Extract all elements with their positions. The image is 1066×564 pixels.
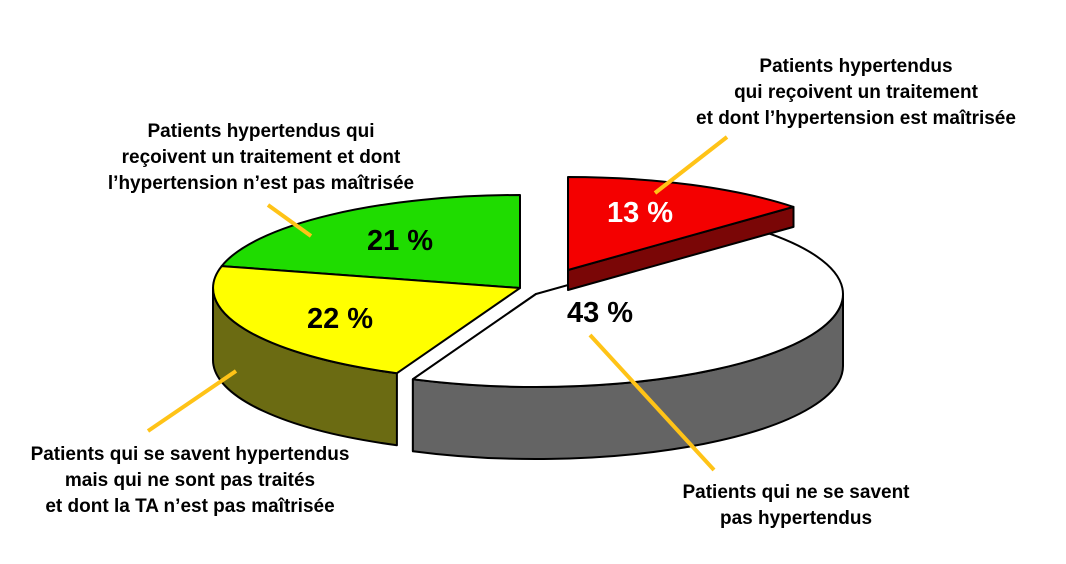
callout-treated-uncontrolled: Patients hypertendus qui reçoivent un tr… [68, 119, 454, 197]
callout-line: reçoivent un traitement et dont [121, 147, 401, 168]
callout-treated-controlled: Patients hypertendus qui reçoivent un tr… [650, 54, 1062, 132]
slice-unaware-top [411, 229, 844, 388]
callout-line: qui reçoivent un traitement [734, 82, 978, 103]
callout-line: Patients hypertendus [759, 56, 953, 77]
leader-line-unaware [588, 333, 716, 472]
slice-aware-untreated-top [212, 265, 521, 375]
callout-line: et dont la TA n’est pas maîtrisée [45, 496, 335, 517]
leader-line-aware-untreated [146, 369, 238, 433]
callout-aware-untreated: Patients qui se savent hypertendus mais … [0, 442, 380, 520]
callout-line: Patients qui se savent hypertendus [30, 444, 350, 465]
leader-line-treated-controlled [653, 135, 729, 195]
callout-line: l’hypertension n’est pas maîtrisée [107, 173, 415, 194]
leader-line-treated-uncontrolled [266, 203, 313, 238]
callout-unaware: Patients qui ne se savent pas hypertendu… [640, 480, 952, 532]
callout-line: Patients hypertendus qui [147, 121, 375, 142]
callout-line: pas hypertendus [719, 508, 873, 529]
slice-treated-controlled-top [567, 176, 795, 271]
callout-line: mais qui ne sont pas traités [64, 470, 316, 491]
callout-line: et dont l’hypertension est maîtrisée [696, 108, 1016, 129]
callout-line: Patients qui ne se savent [682, 482, 910, 503]
slice-treated-uncontrolled-top [220, 194, 521, 289]
slice-aware-untreated-value: 22 % [307, 303, 373, 335]
slice-treated-controlled-value: 13 % [607, 197, 673, 229]
slice-unaware-value: 43 % [567, 297, 633, 329]
slice-treated-uncontrolled-value: 21 % [367, 225, 433, 257]
